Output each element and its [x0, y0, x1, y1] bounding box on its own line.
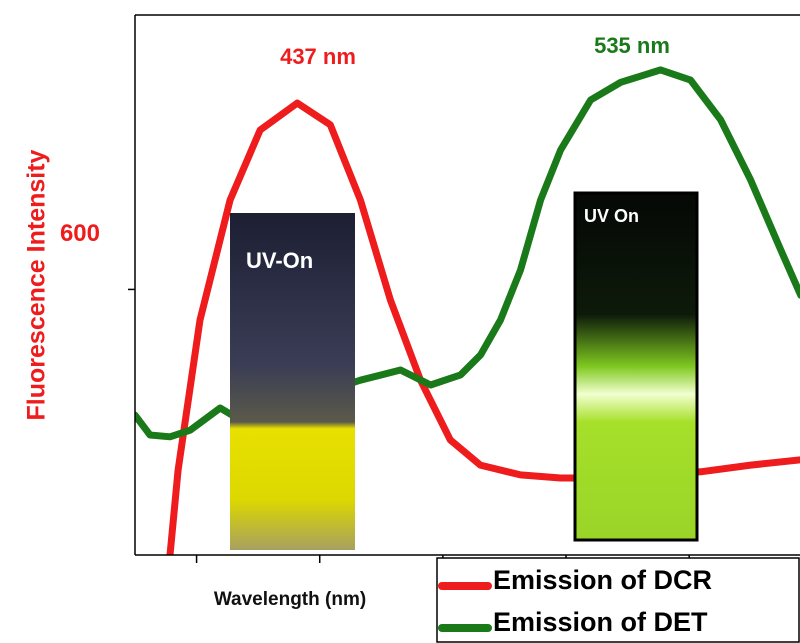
- x-axis-label: Wavelength (nm): [214, 589, 366, 610]
- legend-label: Emission of DET: [493, 607, 708, 637]
- legend: Emission of DCR Emission of DET: [436, 557, 800, 643]
- data-line: [135, 66, 800, 441]
- legend-label: Emission of DCR: [493, 565, 712, 595]
- y-tick-label: 600: [60, 220, 100, 247]
- annotation: 437 nm: [280, 44, 356, 69]
- y-axis-label: Fluorescence Intensity: [23, 149, 51, 420]
- vial-photo: [230, 213, 355, 550]
- plot-frame: [128, 14, 800, 563]
- vial-photo: [573, 191, 699, 542]
- inset-photo: UV-On: [230, 213, 355, 550]
- inset-label: UV On: [584, 206, 639, 226]
- legend-box: [436, 557, 800, 643]
- inset-photo: UV On: [573, 191, 699, 542]
- annotation: 535 nm: [594, 33, 670, 58]
- inset-label: UV-On: [246, 248, 313, 273]
